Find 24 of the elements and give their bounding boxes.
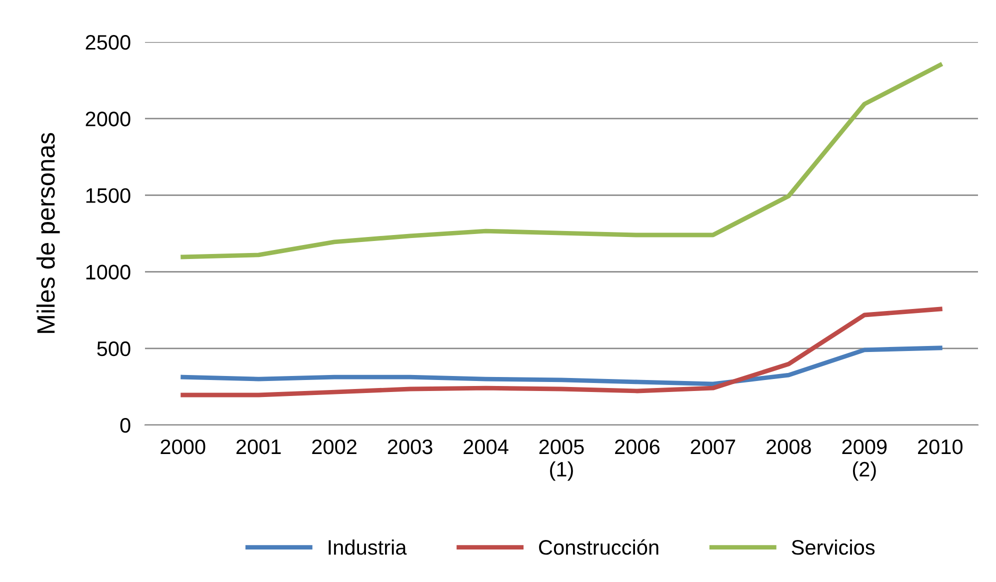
x-tick-label: 2001	[236, 439, 281, 454]
legend-label: Industria	[328, 540, 407, 555]
legend-label: Construcción	[539, 539, 658, 555]
x-tick-label: 2004	[464, 439, 508, 454]
y-tick-label: 1500	[86, 188, 130, 203]
x-tick-label: 2008	[766, 439, 811, 454]
line-series	[180, 306, 942, 398]
x-tick-label: 2000	[160, 439, 206, 454]
line-series	[180, 62, 942, 260]
legend-label: Servicios	[792, 540, 875, 555]
x-tick-label: 2002	[312, 439, 356, 454]
x-tick-label: 2009 (2)	[842, 439, 887, 481]
y-tick-label: 2000	[86, 112, 130, 126]
y-axis-title: Miles de personas	[36, 132, 60, 333]
x-tick-label: 2006	[615, 439, 660, 454]
x-tick-label: 2010	[918, 439, 962, 454]
x-tick-label: 2005 (1)	[539, 439, 584, 481]
y-tick-label: 500	[97, 341, 130, 356]
y-tick-label: 1000	[86, 264, 130, 280]
x-tick-label: 2007	[690, 439, 736, 454]
line-series	[180, 346, 942, 386]
x-tick-label: 2003	[388, 439, 432, 454]
y-tick-label: 2500	[86, 35, 130, 50]
y-tick-label: 0	[120, 418, 130, 433]
